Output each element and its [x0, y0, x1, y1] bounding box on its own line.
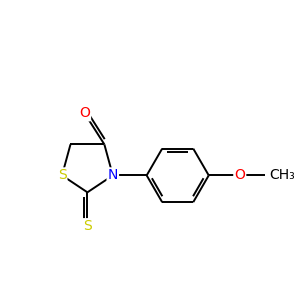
- Text: N: N: [108, 168, 118, 182]
- Text: S: S: [83, 219, 92, 233]
- Text: S: S: [58, 168, 66, 182]
- Text: CH₃: CH₃: [269, 168, 295, 182]
- Text: O: O: [79, 106, 90, 120]
- Text: O: O: [234, 168, 245, 182]
